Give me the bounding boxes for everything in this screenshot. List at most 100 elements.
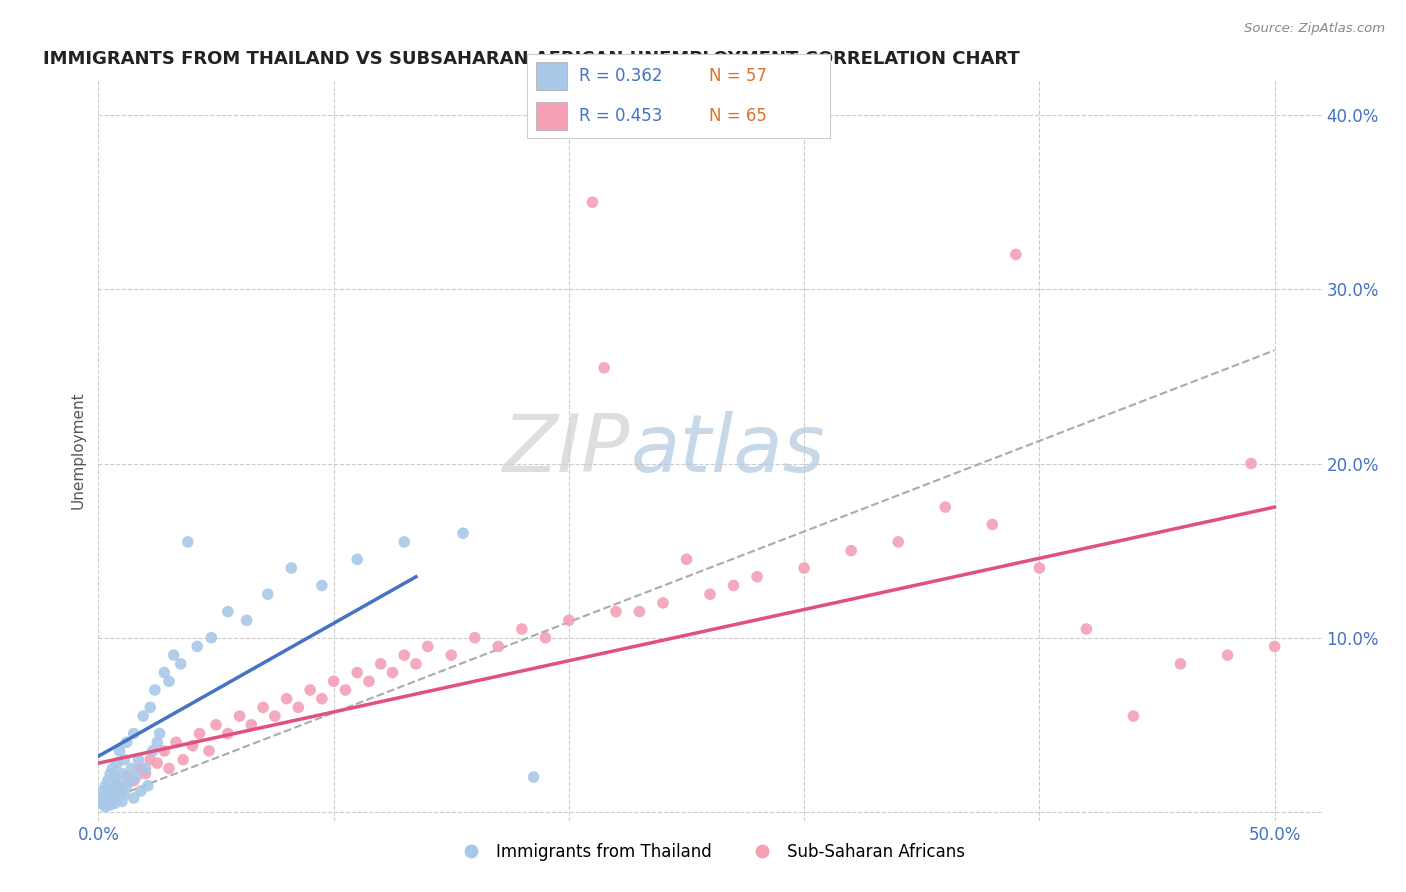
Point — [165, 735, 187, 749]
Point — [981, 517, 1004, 532]
Point — [280, 561, 302, 575]
Point — [94, 779, 117, 793]
Point — [108, 744, 131, 758]
Point — [381, 665, 404, 680]
Point — [129, 784, 152, 798]
Point — [127, 753, 149, 767]
Point — [163, 648, 186, 662]
Text: N = 65: N = 65 — [709, 107, 766, 125]
Point — [1076, 622, 1098, 636]
Point — [105, 791, 128, 805]
Point — [112, 753, 135, 767]
Point — [523, 770, 546, 784]
Point — [534, 631, 557, 645]
Point — [287, 700, 309, 714]
Point — [392, 648, 416, 662]
Text: N = 57: N = 57 — [709, 67, 766, 85]
Point — [104, 796, 127, 810]
Point — [486, 640, 509, 654]
Point — [105, 779, 128, 793]
Point — [558, 613, 581, 627]
Point — [157, 761, 180, 775]
Point — [416, 640, 439, 654]
Point — [205, 718, 228, 732]
Point — [311, 578, 333, 592]
Point — [1240, 457, 1263, 471]
Text: R = 0.362: R = 0.362 — [579, 67, 662, 85]
Point — [188, 726, 211, 740]
Point — [276, 691, 298, 706]
Point — [143, 683, 166, 698]
Point — [91, 796, 114, 810]
Point — [172, 753, 194, 767]
Point — [120, 761, 142, 775]
Point — [122, 791, 145, 805]
Point — [136, 779, 159, 793]
Point — [108, 784, 131, 798]
Point — [510, 622, 533, 636]
Point — [94, 799, 117, 814]
Point — [101, 793, 124, 807]
Point — [98, 788, 121, 802]
Text: IMMIGRANTS FROM THAILAND VS SUBSAHARAN AFRICAN UNEMPLOYMENT CORRELATION CHART: IMMIGRANTS FROM THAILAND VS SUBSAHARAN A… — [44, 50, 1021, 68]
Point — [311, 691, 333, 706]
Point — [115, 779, 138, 793]
Point — [122, 773, 145, 788]
Point — [934, 500, 956, 514]
Point — [346, 552, 368, 566]
Point — [217, 726, 239, 740]
Point — [181, 739, 204, 753]
Point — [115, 735, 138, 749]
Point — [357, 674, 380, 689]
Point — [252, 700, 274, 714]
Point — [115, 770, 138, 784]
Point — [157, 674, 180, 689]
Point — [139, 753, 162, 767]
Point — [839, 543, 862, 558]
Point — [141, 744, 163, 758]
Point — [122, 726, 145, 740]
Point — [101, 761, 124, 775]
Point — [129, 761, 152, 775]
Point — [405, 657, 427, 671]
Point — [132, 709, 155, 723]
Point — [105, 756, 128, 771]
Point — [98, 766, 121, 780]
Point — [104, 770, 127, 784]
Bar — [536, 102, 567, 130]
Point — [451, 526, 474, 541]
Point — [346, 665, 368, 680]
Point — [1170, 657, 1192, 671]
Point — [464, 631, 486, 645]
Point — [146, 735, 169, 749]
Point — [90, 796, 112, 810]
Point — [263, 709, 285, 723]
Point — [118, 773, 141, 788]
Point — [149, 726, 172, 740]
Point — [581, 195, 603, 210]
Point — [170, 657, 193, 671]
Point — [235, 613, 257, 627]
Point — [887, 535, 910, 549]
Point — [91, 784, 114, 798]
Point — [105, 777, 128, 791]
Point — [228, 709, 250, 723]
Point — [200, 631, 222, 645]
Point — [593, 360, 616, 375]
Point — [198, 744, 221, 758]
Point — [299, 683, 322, 698]
Point — [98, 797, 121, 812]
Legend: Immigrants from Thailand, Sub-Saharan Africans: Immigrants from Thailand, Sub-Saharan Af… — [449, 837, 972, 868]
Text: ZIP: ZIP — [503, 411, 630, 490]
Point — [1028, 561, 1050, 575]
Point — [111, 795, 134, 809]
Point — [134, 761, 156, 775]
Point — [723, 578, 745, 592]
Text: atlas: atlas — [630, 411, 825, 490]
Point — [111, 766, 134, 780]
Point — [217, 605, 239, 619]
Point — [186, 640, 208, 654]
Point — [125, 770, 148, 784]
Point — [1216, 648, 1239, 662]
Point — [1122, 709, 1144, 723]
